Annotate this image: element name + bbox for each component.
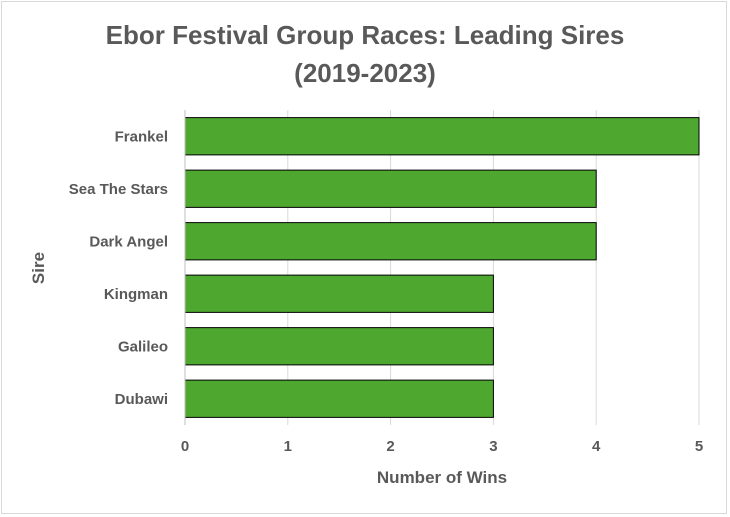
category-label-4: Galileo: [118, 338, 168, 355]
x-tick-label-5: 5: [695, 438, 703, 455]
bar-4: [184, 327, 494, 366]
x-tick-label-2: 2: [386, 438, 394, 455]
bars: [184, 117, 700, 418]
bar-3: [184, 274, 494, 313]
category-label-1: Sea The Stars: [69, 181, 168, 198]
bar-0: [184, 117, 700, 156]
category-label-5: Dubawi: [115, 391, 168, 408]
x-tick-label-4: 4: [592, 438, 601, 455]
bar-1: [184, 169, 597, 208]
x-tick-label-3: 3: [489, 438, 497, 455]
x-axis-title: Number of Wins: [377, 468, 507, 487]
bar-2: [184, 222, 597, 261]
chart-title-line-2: (2019-2023): [294, 58, 436, 88]
x-tick-label-1: 1: [284, 438, 292, 455]
y-axis-title: Sire: [29, 252, 48, 284]
x-tick-label-0: 0: [181, 438, 189, 455]
category-labels: Frankel Sea The Stars Dark Angel Kingman Gal…: [69, 128, 168, 408]
category-label-2: Dark Angel: [89, 233, 168, 250]
category-label-3: Kingman: [104, 286, 168, 303]
x-tick-labels: 0 1 2 3 4 5: [181, 438, 703, 455]
category-label-0: Frankel: [115, 128, 168, 145]
gridlines: [184, 110, 700, 425]
chart-title-line-1: Ebor Festival Group Races: Leading Sires: [105, 20, 625, 50]
bar-5: [184, 379, 494, 418]
